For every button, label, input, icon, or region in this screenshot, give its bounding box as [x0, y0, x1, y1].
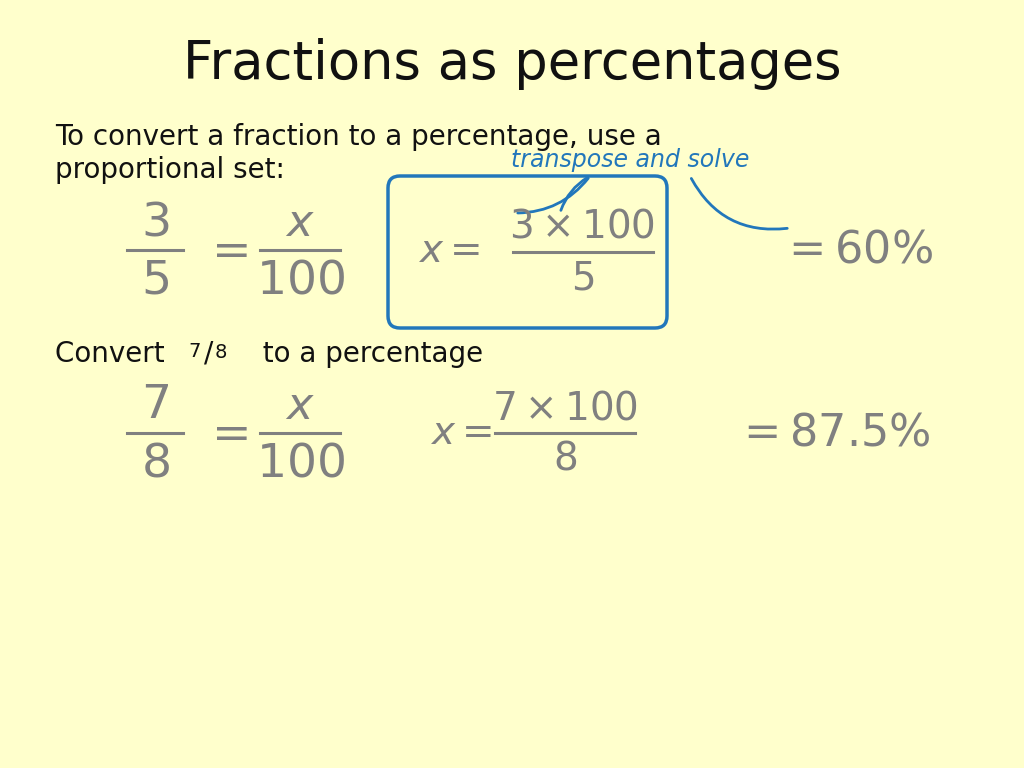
Text: $x$: $x$	[285, 202, 315, 245]
Text: $3 \times 100$: $3 \times 100$	[510, 209, 655, 246]
Text: $7 \times 100$: $7 \times 100$	[492, 390, 638, 427]
Text: $x =$: $x =$	[418, 233, 480, 270]
Text: $100$: $100$	[256, 258, 344, 303]
Text: $7$: $7$	[141, 382, 169, 428]
Text: /: /	[204, 340, 213, 368]
Text: Fractions as percentages: Fractions as percentages	[182, 38, 842, 90]
Text: transpose and solve: transpose and solve	[511, 148, 750, 172]
Text: $3$: $3$	[141, 200, 169, 245]
Text: $= 60\%$: $= 60\%$	[780, 228, 933, 272]
Text: $5$: $5$	[570, 260, 594, 297]
Text: $=$: $=$	[202, 227, 248, 273]
Text: To convert a fraction to a percentage, use a: To convert a fraction to a percentage, u…	[55, 123, 662, 151]
Text: $5$: $5$	[141, 258, 169, 303]
Text: $x =$: $x =$	[430, 415, 493, 452]
Text: $^7$: $^7$	[188, 345, 201, 373]
Text: to a percentage: to a percentage	[245, 340, 483, 368]
Text: proportional set:: proportional set:	[55, 156, 285, 184]
FancyBboxPatch shape	[388, 176, 667, 328]
Text: $8$: $8$	[553, 441, 578, 478]
Text: Convert: Convert	[55, 340, 173, 368]
Text: $x$: $x$	[285, 385, 315, 428]
Text: $8$: $8$	[140, 441, 169, 486]
Text: $=$: $=$	[202, 410, 248, 455]
Text: $_8$: $_8$	[214, 333, 227, 361]
Text: $100$: $100$	[256, 441, 344, 486]
Text: $= 87.5\%$: $= 87.5\%$	[735, 412, 931, 455]
